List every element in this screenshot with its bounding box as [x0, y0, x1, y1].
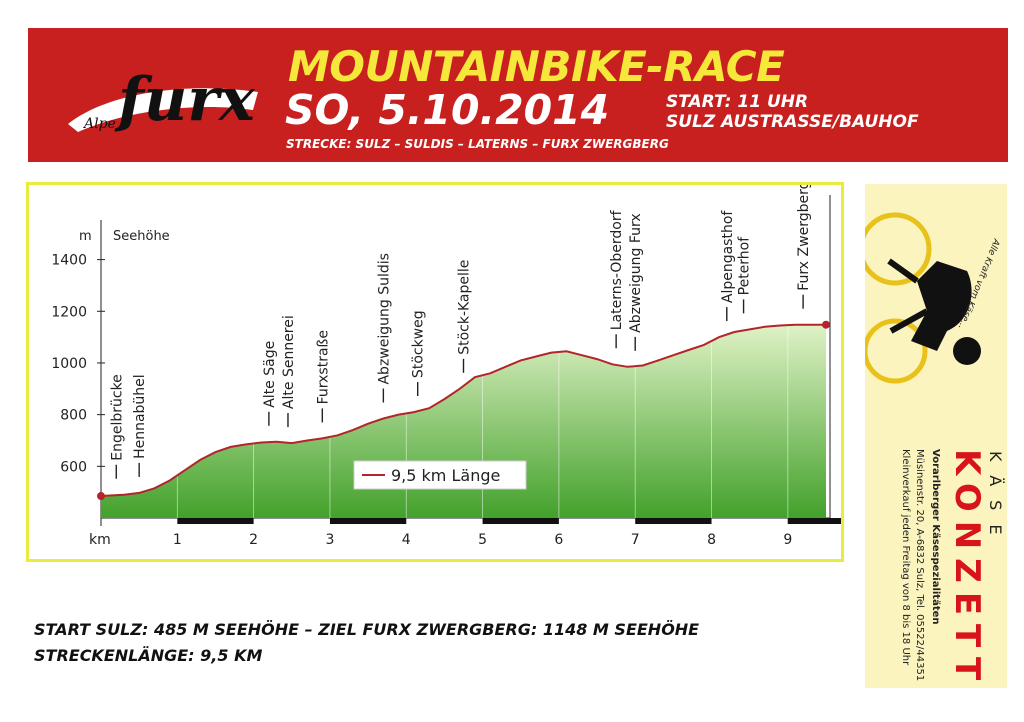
start-time: START: 11 UHR — [666, 92, 809, 112]
x-tick-label: 8 — [707, 532, 716, 548]
x-unit-label: km — [89, 532, 111, 548]
km-scale-bar — [787, 518, 826, 524]
start-location: SULZ AUSTRASSE/BAUHOF — [666, 112, 919, 132]
elevation-line — [100, 323, 826, 497]
x-tick-label: 5 — [478, 532, 487, 548]
elevation-chart-frame: 600 800 1000 1200 1400 m Seehöhe km 1 2 3 4 5 6 7 8 9 Eng… — [26, 182, 844, 562]
waypoint-label: Alte Sennerei — [281, 315, 297, 409]
waypoint-label: Hennabühel — [132, 374, 148, 459]
elevation-area — [101, 324, 826, 518]
waypoint-label: Furx Zwergberg — [796, 185, 812, 291]
elevation-chart: 600 800 1000 1200 1400 m Seehöhe km 1 2 3 4 5 6 7 8 9 Eng… — [51, 185, 841, 548]
x-tick-label: 1 — [173, 532, 182, 548]
waypoint-label: Alpengasthof — [720, 210, 736, 304]
ad-address: Müsinenstr. 20, A-6832 Sulz, Tel. 05522/… — [914, 449, 925, 682]
footer-line-2: STRECKENLÄNGE: 9,5 KM — [34, 646, 263, 665]
waypoint-label: Stöckweg — [411, 310, 427, 378]
x-tick-label: 9 — [783, 532, 792, 548]
header-banner: Alpe furx MOUNTAINBIKE-RACE SO, 5.10.201… — [28, 28, 1008, 162]
legend-label: 9,5 km Länge — [391, 466, 500, 485]
ad-kase: KÄSE — [986, 451, 1005, 549]
sponsor-ad-content: Alle Kraft vom Käse... KÄSE KONZETT Vora… — [865, 201, 1007, 688]
x-tick-label: 6 — [554, 532, 563, 548]
y-tick-label: 800 — [60, 408, 87, 424]
y-tick-label: 600 — [60, 459, 87, 475]
start-info: START: 11 UHR SULZ AUSTRASSE/BAUHOF — [666, 92, 919, 132]
ad-subtitle: Vorarlberger Käsespezialitäten — [930, 449, 941, 625]
start-point — [97, 492, 105, 501]
km-scale-bar — [177, 518, 254, 524]
x-tick-label: 2 — [249, 532, 258, 548]
waypoint-label: Alte Säge — [262, 341, 278, 408]
x-tick-label: 3 — [325, 532, 334, 548]
x-tick-label: 4 — [402, 532, 411, 548]
y-axis-title: Seehöhe — [113, 229, 170, 244]
ad-brand: KONZETT — [947, 449, 987, 688]
waypoint-label: Abzweigung Furx — [628, 213, 644, 333]
logo-small-text: Alpe — [82, 116, 116, 132]
cyclist-icon — [865, 212, 981, 384]
ad-opening-hours: Kleinverkauf jeden Freitag von 8 bis 18 … — [900, 449, 911, 666]
waypoint-label: Engelbrücke — [109, 374, 125, 461]
finish-point — [822, 320, 830, 329]
footer-line-1: START SULZ: 485 M SEEHÖHE – ZIEL FURX ZW… — [34, 620, 700, 639]
y-tick-label: 1000 — [51, 356, 87, 372]
waypoint-label: Peterhof — [737, 236, 753, 296]
km-scale-bar — [329, 518, 407, 524]
y-tick-label: 1400 — [51, 253, 87, 269]
km-scale-bar — [482, 518, 559, 524]
race-date: SO, 5.10.2014 — [285, 86, 610, 134]
y-unit-label: m — [79, 229, 92, 244]
km-scale-bar — [635, 518, 712, 524]
race-title: MOUNTAINBIKE-RACE — [288, 42, 785, 91]
route-text: STRECKE: SULZ – SULDIS – LATERNS – FURX … — [286, 137, 669, 151]
alpe-furx-logo: Alpe furx — [68, 65, 258, 135]
x-tick-label: 7 — [631, 532, 640, 548]
logo-main-text: furx — [114, 65, 256, 135]
sponsor-ad: Alle Kraft vom Käse... KÄSE KONZETT Vora… — [865, 184, 1007, 688]
waypoint-label: Laterns-Oberdorf — [609, 209, 625, 330]
waypoint-label: Stöck-Kapelle — [457, 260, 473, 355]
y-tick-label: 1200 — [51, 304, 87, 320]
waypoint-label: Abzweigung Suldis — [376, 253, 392, 384]
waypoint-label: Furxstraße — [315, 330, 331, 404]
